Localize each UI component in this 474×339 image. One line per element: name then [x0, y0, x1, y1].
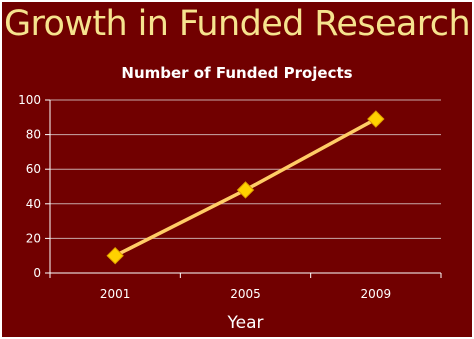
axes — [45, 99, 442, 278]
y-tick-label: 20 — [26, 231, 41, 245]
data-point-marker — [106, 246, 124, 265]
slide-title: Growth in Funded Research — [3, 4, 471, 44]
data-point-marker — [236, 181, 255, 199]
y-tick-label: 80 — [26, 128, 41, 142]
series-group — [106, 110, 385, 265]
x-tick-label: 2005 — [230, 287, 261, 301]
x-axis-title: Year — [227, 313, 264, 333]
y-tick-label: 60 — [26, 162, 41, 176]
x-tick-label: 2009 — [361, 287, 392, 301]
y-tick-labels: 0 20 40 60 80 100 — [18, 93, 41, 280]
y-tick-label: 0 — [33, 266, 41, 280]
chart-title: Number of Funded Projects — [121, 64, 353, 82]
y-tick-label: 100 — [18, 93, 41, 107]
gridlines — [50, 99, 441, 239]
data-point-marker — [367, 110, 385, 128]
y-tick-label: 40 — [26, 197, 41, 211]
x-tick-labels: 2001 2005 2009 — [100, 287, 391, 301]
x-tick-label: 2001 — [100, 287, 131, 301]
